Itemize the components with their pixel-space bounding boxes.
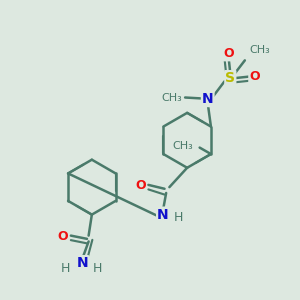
Text: H: H <box>92 262 102 275</box>
Text: O: O <box>135 179 146 192</box>
Text: S: S <box>225 71 235 85</box>
Text: H: H <box>61 262 70 275</box>
Text: H: H <box>173 211 183 224</box>
Text: N: N <box>202 92 214 106</box>
Text: N: N <box>76 256 88 270</box>
Text: CH₃: CH₃ <box>161 92 182 103</box>
Text: CH₃: CH₃ <box>172 141 193 151</box>
Text: O: O <box>58 230 68 243</box>
Text: O: O <box>249 70 260 83</box>
Text: O: O <box>224 47 234 60</box>
Text: CH₃: CH₃ <box>250 44 271 55</box>
Text: N: N <box>157 208 169 222</box>
